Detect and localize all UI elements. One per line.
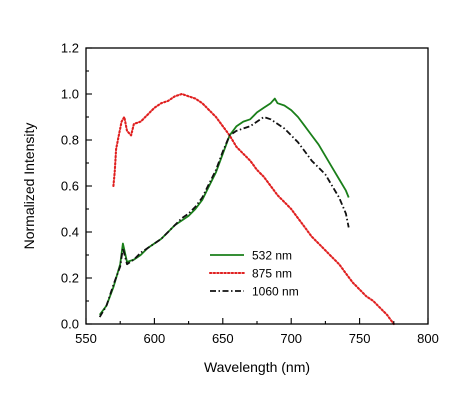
legend-label-2: 875 nm (252, 267, 292, 281)
y-tick-label: 0.8 (61, 133, 79, 148)
x-tick-label: 700 (280, 331, 302, 346)
y-axis-title: Normalized Intensity (21, 123, 37, 250)
y-axis: 0.0 0.2 0.4 0.6 0.8 1.0 1.2 (61, 41, 92, 332)
legend: 532 nm 875 nm 1060 nm (208, 249, 299, 299)
series-line-2 (112, 92, 395, 326)
x-tick-label: 650 (212, 331, 234, 346)
y-tick-label: 0.4 (61, 225, 79, 240)
x-tick-label: 750 (349, 331, 371, 346)
y-tick-label: 1.0 (61, 87, 79, 102)
x-tick-label: 600 (144, 331, 166, 346)
series-layer (98, 92, 395, 326)
x-tick-label: 800 (417, 331, 439, 346)
y-tick-label: 0.0 (61, 317, 79, 332)
y-tick-label: 0.2 (61, 271, 79, 286)
x-axis-title: Wavelength (nm) (204, 359, 310, 375)
legend-label-1: 532 nm (252, 249, 292, 263)
y-tick-label: 0.6 (61, 179, 79, 194)
x-axis: 550 600 650 700 750 800 (75, 318, 439, 346)
y-tick-label: 1.2 (61, 41, 79, 56)
series-line-3 (98, 116, 350, 318)
x-tick-label: 550 (75, 331, 97, 346)
legend-label-3: 1060 nm (252, 285, 299, 299)
